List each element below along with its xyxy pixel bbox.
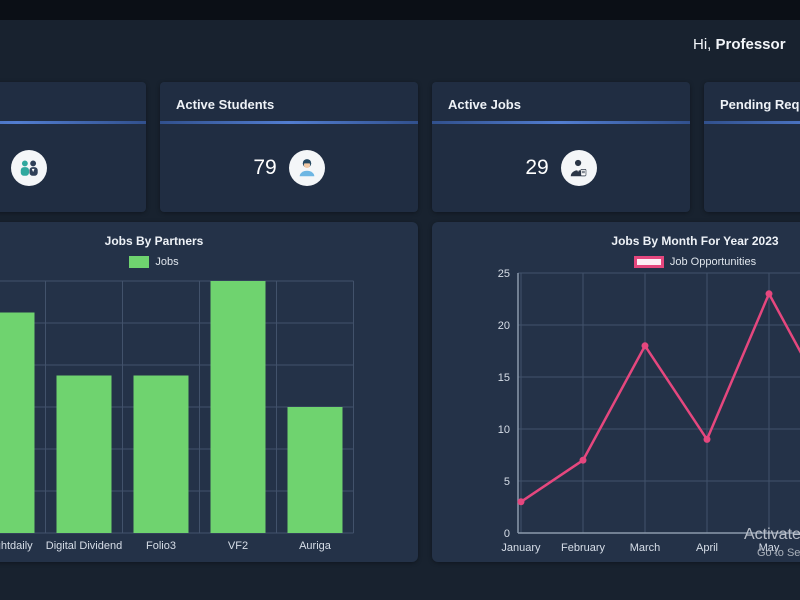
bar-segment[interactable] (210, 281, 266, 533)
svg-text:10: 10 (498, 424, 510, 436)
line-point[interactable] (703, 435, 711, 443)
line-series[interactable] (520, 290, 800, 503)
bar-segment[interactable] (133, 375, 189, 534)
bar-segment[interactable] (287, 407, 343, 533)
stat-card-divider (0, 121, 146, 124)
svg-text:0: 0 (504, 528, 510, 540)
greeting-prefix: Hi, (693, 36, 716, 53)
bar-segment[interactable] (0, 312, 35, 534)
user-name: Professor (715, 36, 786, 53)
stat-card-body (704, 124, 800, 212)
activation-watermark-line1: Activate Windows (744, 526, 800, 543)
stat-card-divider (704, 121, 800, 124)
svg-text:March: March (630, 542, 661, 554)
panel-jobs-by-partners: Jobs By Partners Jobs Brightdaily Digital… (0, 222, 418, 562)
stat-card-parents: Active Parents 3 (0, 82, 146, 212)
line-point[interactable] (641, 342, 649, 350)
bar-segment[interactable] (56, 375, 112, 534)
legend-swatch-jobs (129, 256, 150, 268)
job-icon (560, 150, 597, 186)
line-point[interactable] (517, 498, 525, 506)
svg-text:20: 20 (498, 320, 510, 332)
bar-chart-legend: Jobs (0, 256, 418, 268)
student-icon (288, 150, 325, 186)
stat-card-body: 79 (160, 124, 418, 212)
stat-card-body: 29 (432, 124, 690, 212)
stat-card-title: Pending Requests (720, 97, 800, 112)
svg-text:15: 15 (498, 372, 510, 384)
stat-card-body: 3 (0, 124, 146, 212)
stat-card-students: Active Students 79 (160, 82, 418, 212)
svg-text:Folio3: Folio3 (146, 540, 176, 552)
top-bar (0, 0, 800, 20)
bar-chart-svg[interactable]: Brightdaily Digital Dividend Folio3 VF2 Auri… (0, 277, 356, 562)
greeting-text: Hi, Professor (693, 36, 786, 53)
svg-text:January: January (501, 542, 541, 554)
svg-text:Digital Dividend: Digital Dividend (46, 540, 122, 552)
stat-value: 79 (253, 156, 277, 179)
line-chart-title: Jobs By Month For Year 2023 (611, 234, 779, 248)
svg-text:February: February (561, 542, 606, 554)
stat-card-pending: Pending Requests (704, 82, 800, 212)
line-chart-legend: Job Opportunities (432, 256, 800, 268)
stat-card-title: Active Students (176, 97, 275, 112)
stat-value: 29 (525, 156, 549, 179)
svg-text:May: May (759, 542, 780, 554)
legend-label-job-opportunities: Job Opportunities (669, 256, 757, 268)
activation-watermark-line2: Go to Settings to activate Windows. (757, 547, 800, 559)
stat-card-title: Active Jobs (448, 97, 521, 112)
parents-icon (10, 150, 47, 186)
panel-jobs-by-month: Jobs By Month For Year 2023 Job Opportun… (432, 222, 800, 562)
legend-label-jobs: Jobs (155, 256, 179, 268)
line-point[interactable] (765, 290, 773, 298)
stat-card-divider (432, 121, 690, 124)
activation-watermark: Activate Windows Go to Settings to activ… (744, 526, 800, 559)
svg-text:April: April (696, 542, 718, 554)
stat-card-jobs: Active Jobs 29 (432, 82, 690, 212)
legend-swatch-job-opportunities (633, 256, 664, 268)
line-point[interactable] (579, 456, 587, 464)
svg-text:25: 25 (498, 268, 510, 280)
svg-text:Brightdaily: Brightdaily (0, 540, 33, 552)
bar-chart-title: Jobs By Partners (104, 234, 204, 248)
stat-card-divider (160, 121, 418, 124)
svg-text:5: 5 (504, 476, 510, 488)
svg-text:VF2: VF2 (228, 540, 248, 552)
svg-text:Auriga: Auriga (299, 540, 332, 552)
line-chart-svg[interactable]: 0510152025JanuaryFebruaryMarchAprilMayJu… (432, 267, 800, 562)
